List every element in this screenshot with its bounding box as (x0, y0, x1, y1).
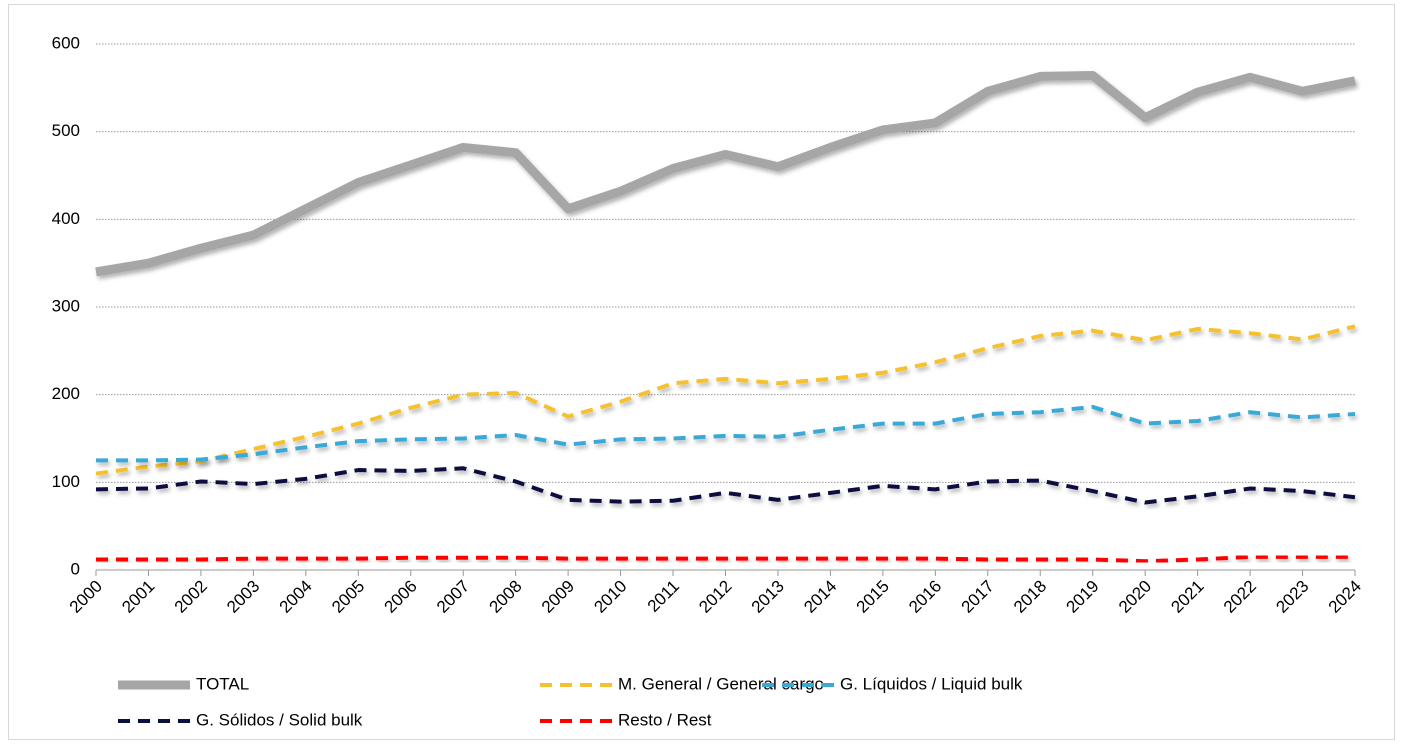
legend-label: G. Líquidos / Liquid bulk (840, 674, 1023, 693)
y-tick-label: 100 (52, 472, 80, 491)
series-line (95, 71, 1356, 277)
series-line (96, 404, 1356, 463)
series-line (95, 466, 1356, 505)
y-tick-label: 300 (52, 296, 80, 315)
series-line (95, 324, 1356, 476)
legend-label: M. General / General cargo (618, 674, 824, 693)
y-tick-label: 200 (52, 384, 80, 403)
chart-border (8, 4, 1395, 740)
legend-label: Resto / Rest (618, 710, 712, 729)
legend-label: G. Sólidos / Solid bulk (196, 710, 363, 729)
y-tick-label: 400 (52, 209, 80, 228)
y-tick-label: 500 (52, 121, 80, 140)
series-line (96, 554, 1355, 564)
y-tick-label: 0 (71, 559, 80, 578)
legend-label: TOTAL (196, 674, 249, 693)
y-tick-label: 600 (52, 33, 80, 52)
